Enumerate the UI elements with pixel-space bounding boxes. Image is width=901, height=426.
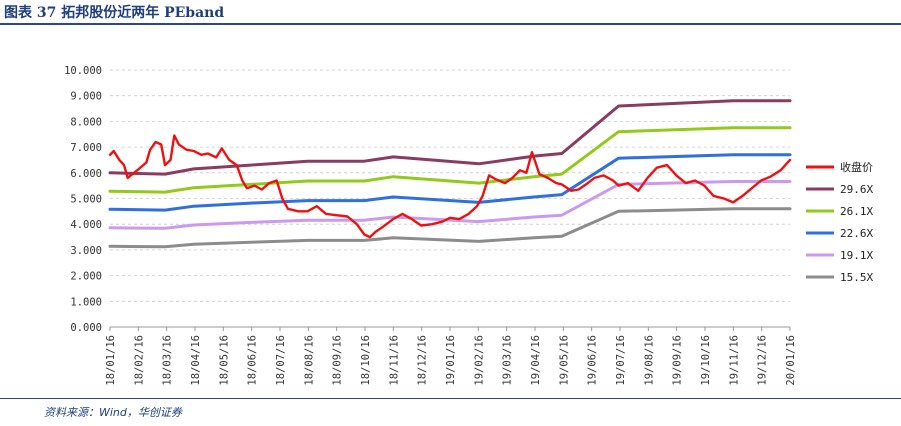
series-line: [108, 126, 792, 194]
x-tick-label: 18/07/16: [275, 335, 287, 386]
x-tick-label: 18/03/16: [162, 335, 174, 386]
legend-label: 15.5X: [840, 271, 873, 284]
legend-label: 29.6X: [840, 183, 873, 196]
y-tick-label: 6.000: [70, 168, 102, 180]
chart-title: 图表 37 拓邦股份近两年 PEband: [4, 5, 225, 21]
x-tick-label: 18/02/16: [133, 335, 145, 386]
x-tick-label: 18/09/16: [332, 335, 344, 386]
y-tick-label: 1.000: [70, 296, 102, 308]
y-tick-label: 3.000: [70, 245, 102, 257]
y-tick-label: 10.000: [64, 65, 102, 77]
y-tick-label: 9.000: [70, 91, 102, 103]
title-rule: [0, 23, 901, 25]
x-axis: 18/01/16 18/02/16 18/03/16 18/04/16 18/05/16…: [105, 326, 797, 386]
x-tick-label: 18/08/16: [303, 335, 315, 386]
series-line: [108, 153, 792, 212]
series-lines: [108, 99, 792, 249]
x-tick-label: 18/11/16: [388, 335, 400, 386]
x-tick-label: 19/07/16: [615, 335, 627, 386]
y-tick-label: 5.000: [70, 194, 102, 206]
x-tick-label: 18/10/16: [360, 335, 372, 386]
x-tick-label: 19/12/16: [757, 335, 769, 386]
x-tick-label: 18/04/16: [190, 335, 202, 386]
grid-lines: [110, 69, 790, 302]
y-tick-label: 8.000: [70, 116, 102, 128]
x-tick-label: 19/11/16: [728, 335, 740, 386]
y-tick-label: 0.000: [70, 322, 102, 334]
x-tick-label: 19/02/16: [473, 335, 485, 386]
x-tick-label: 19/01/16: [445, 335, 457, 386]
series-line: [108, 207, 792, 249]
footer-rule: [0, 398, 901, 399]
legend-label: 26.1X: [840, 205, 873, 218]
x-tick-label: 19/05/16: [558, 335, 570, 386]
y-axis: 0.000 1.000 2.000 3.000 4.000 5.000 6.000 7.000…: [64, 65, 102, 334]
legend-label: 收盘价: [840, 160, 873, 174]
legend-label: 19.1X: [840, 249, 873, 262]
x-tick-label: 19/04/16: [530, 335, 542, 386]
x-tick-label: 19/03/16: [502, 335, 514, 386]
x-tick-label: 18/01/16: [105, 335, 117, 386]
legend-label: 22.6X: [840, 227, 873, 240]
x-tick-label: 19/09/16: [672, 335, 684, 386]
x-tick-label: 20/01/16: [785, 335, 797, 386]
x-tick-label: 18/06/16: [247, 335, 259, 386]
y-tick-label: 7.000: [70, 142, 102, 154]
legend: 收盘价 29.6X 26.1X 22.6X 19.1X 15.5X: [806, 160, 873, 284]
source-note: 资料来源：Wind，华创证券: [44, 406, 182, 419]
x-tick-label: 19/10/16: [700, 335, 712, 386]
series-line: [108, 134, 792, 239]
x-tick-label: 19/06/16: [587, 335, 599, 386]
y-tick-label: 2.000: [70, 271, 102, 283]
y-tick-label: 4.000: [70, 219, 102, 231]
x-tick-label: 18/05/16: [218, 335, 230, 386]
series-line: [108, 99, 792, 176]
x-tick-label: 18/12/16: [417, 335, 429, 386]
x-tick-label: 19/08/16: [643, 335, 655, 386]
